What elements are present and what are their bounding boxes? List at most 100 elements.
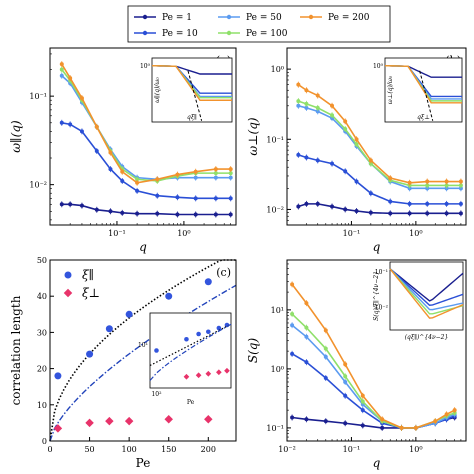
y-tick-label: 10⁻¹ (266, 424, 284, 433)
inset-y-tick-label: 10⁰ (373, 63, 384, 70)
data-point (175, 172, 180, 177)
data-point (323, 354, 328, 359)
data-point (290, 415, 295, 420)
panel-c: 0 50 100 150 200 0 10 20 30 40 50 Pe correlation len… (9, 256, 237, 470)
data-point (135, 211, 140, 216)
inset: 10¹ 10² Pe (138, 312, 232, 406)
data-point (388, 211, 393, 216)
plot-frame (49, 47, 237, 226)
data-point (388, 199, 393, 204)
legend-label: Pe = 1 (162, 13, 192, 23)
plot-frame (49, 259, 237, 442)
data-point (94, 149, 99, 154)
data-point (68, 122, 73, 127)
data-point-xi-parallel (204, 278, 212, 286)
data-point (228, 171, 233, 176)
data-point (228, 196, 233, 201)
inset-frame (389, 261, 464, 331)
data-point (444, 211, 449, 216)
x-tick-label: 200 (201, 445, 216, 454)
data-point (315, 93, 320, 98)
x-tick-label: 0 (47, 445, 52, 454)
data-point (315, 201, 320, 206)
inset-y-tick-label: 10¹ (138, 342, 148, 349)
inset-series-line (389, 268, 464, 319)
data-point (135, 180, 140, 185)
data-point-xi-parallel (165, 292, 173, 300)
data-point (120, 169, 125, 174)
data-point (452, 408, 457, 413)
data-point (425, 201, 430, 206)
data-point (228, 175, 233, 180)
data-point (213, 196, 218, 201)
y-tick-label: 10⁻¹ (29, 92, 47, 101)
data-point (290, 312, 295, 317)
data-point (304, 325, 309, 330)
x-axis-label: Pe (136, 456, 151, 470)
x-axis-label: q (139, 240, 147, 254)
inset-x-label: (qξ∥)^{4ν−2} (405, 334, 449, 341)
legend: Pe = 1 Pe = 10 Pe = 50 Pe = 100 Pe = 200 (127, 5, 391, 43)
data-point (94, 207, 99, 212)
data-point (59, 120, 64, 125)
data-point (413, 425, 418, 430)
data-point (290, 323, 295, 328)
y-tick-label: 0 (42, 437, 47, 446)
data-point (108, 167, 113, 172)
legend-label: ξ∥ (82, 268, 94, 282)
legend-marker (64, 271, 72, 279)
data-point (343, 119, 348, 124)
y-tick-label: 40 (37, 292, 47, 301)
inset-series-line (389, 268, 464, 306)
legend-label: Pe = 50 (246, 13, 282, 23)
data-point (193, 175, 198, 180)
data-point (193, 212, 198, 217)
data-point (175, 212, 180, 217)
data-point (343, 393, 348, 398)
y-tick-label: 10¹ (271, 306, 284, 315)
inset-point-xi-parallel (206, 329, 211, 335)
data-point (304, 417, 309, 422)
inset-fit-dotted (149, 323, 232, 367)
data-point (304, 360, 309, 365)
data-point (155, 211, 160, 216)
inset-point-xi-perp (216, 369, 222, 376)
data-point (330, 113, 335, 118)
legend-marker (142, 14, 148, 20)
legend-marker (226, 14, 232, 20)
data-point (368, 191, 373, 196)
inset-point-xi-perp (195, 372, 202, 379)
series-line (61, 203, 231, 216)
inset-series-line (384, 64, 462, 104)
data-point-xi-parallel (86, 350, 94, 358)
inset-y-tick-label: 10⁻² (375, 305, 389, 312)
inset-x-label: qξ⊥ (417, 114, 430, 121)
inset-x-tick-label: 10² (151, 391, 162, 398)
x-tick-label: 150 (161, 445, 176, 454)
inset-point-xi-parallel (216, 325, 222, 331)
x-tick-label: 10⁻¹ (108, 229, 126, 238)
data-point (354, 137, 359, 142)
inset-y-tick-label: 10⁰ (140, 63, 151, 70)
data-point (458, 183, 463, 188)
fit-curve-dashdot (49, 284, 237, 442)
inset-y-label: ω⊥(q)/ω₀ (387, 75, 394, 104)
x-tick-label: 10⁻¹ (343, 445, 361, 454)
legend-marker (226, 30, 232, 36)
y-tick-label: 10⁰ (271, 65, 284, 74)
x-tick-label: 50 (84, 445, 94, 454)
inset-point-xi-parallel (196, 331, 201, 337)
data-point (304, 334, 309, 339)
data-point (360, 399, 365, 404)
data-point (458, 179, 463, 184)
data-point (343, 421, 348, 426)
inset-point-xi-parallel (154, 348, 159, 353)
inset-series-line (389, 268, 464, 302)
data-point (458, 201, 463, 206)
data-point (304, 155, 309, 160)
panel-d: 10⁻²10⁻¹10⁰10⁻¹10⁰10¹qS(q)(d)10⁻¹10⁻²S(q… (246, 259, 467, 470)
data-point (343, 362, 348, 367)
data-point-xi-perp (204, 415, 213, 424)
data-point-xi-perp (85, 418, 94, 428)
